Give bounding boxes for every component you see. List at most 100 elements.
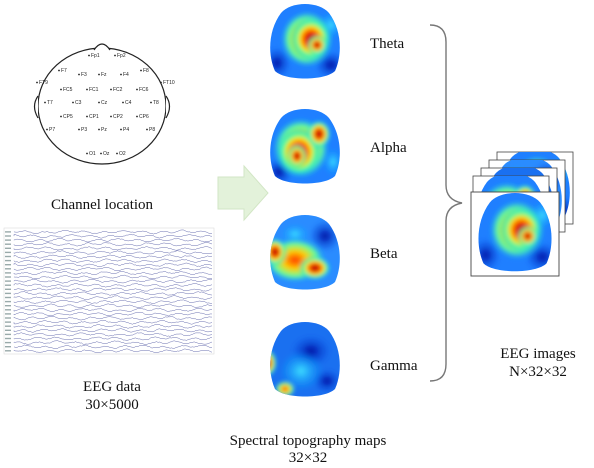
eeg-channel-trace	[13, 266, 213, 272]
electrode-dot	[86, 115, 88, 118]
eeg-images-dims: N×32×32	[509, 364, 567, 380]
electrode-dot	[160, 81, 162, 84]
electrode-dot	[88, 54, 90, 57]
channel-tick	[5, 264, 11, 266]
grouping-brace	[429, 24, 463, 382]
channel-tick	[5, 296, 11, 299]
channel-tick	[5, 341, 11, 344]
electrode-dot	[146, 128, 148, 131]
electrode-set: Fp1 Fp2 F7 F3 Fz F4 F8 FT9 FT10 FC5 FC1 FC2 FC6 T7 C3 C…	[36, 53, 175, 157]
eeg-data-dims: 30×5000	[85, 397, 139, 413]
eeg-channel-trace	[13, 344, 213, 349]
electrode-label: T7	[47, 100, 53, 106]
electrode-label: Fp1	[91, 53, 100, 59]
channel-tick	[5, 239, 11, 241]
eeg-channel-trace	[13, 311, 213, 317]
electrode-label: T8	[153, 100, 159, 106]
channel-tick	[5, 325, 11, 327]
band-label-gamma: Gamma	[370, 358, 418, 374]
spectral-maps-dims: 32×32	[288, 450, 328, 466]
electrode-dot	[60, 115, 62, 118]
eeg-data-traces	[3, 227, 215, 355]
electrode-label: CP2	[113, 114, 123, 120]
electrode-label: P4	[123, 127, 129, 133]
eeg-channel-trace	[13, 328, 213, 333]
channel-tick	[5, 259, 11, 262]
channel-location-head: Fp1 Fp2 F7 F3 Fz F4 F8 FT9 FT10 FC5 FC1 FC2 FC6 T7 C3 C…	[33, 43, 175, 165]
eeg-frame	[3, 227, 215, 355]
electrode-label: FT9	[39, 80, 48, 86]
electrode-dot	[122, 101, 124, 104]
eeg-channel-trace	[13, 287, 213, 292]
channel-tick	[5, 235, 11, 237]
channel-tick	[5, 337, 11, 340]
eeg-channel-trace	[13, 270, 213, 276]
transform-arrow	[217, 164, 269, 222]
electrode-dot	[100, 152, 102, 155]
electrode-label: F4	[123, 72, 129, 78]
channel-tick	[5, 329, 11, 331]
electrode-label: P8	[149, 127, 155, 133]
electrode-dot	[86, 88, 88, 91]
electrode-label: C4	[125, 100, 132, 106]
band-label-beta: Beta	[370, 246, 398, 262]
electrode-dot	[120, 128, 122, 131]
eeg-channel-trace	[13, 278, 213, 284]
channel-tick	[5, 272, 11, 274]
channel-tick	[5, 268, 11, 270]
electrode-dot	[60, 88, 62, 91]
channel-tick	[5, 333, 11, 336]
electrode-dot	[98, 73, 100, 76]
electrode-dot	[98, 101, 100, 104]
electrode-dot	[114, 54, 116, 57]
electrode-label: CP1	[89, 114, 99, 120]
channel-tick	[5, 313, 11, 315]
eeg-channel-trace	[13, 332, 213, 337]
channel-tick	[5, 309, 11, 311]
eeg-channel-trace	[13, 282, 213, 288]
channel-tick	[5, 231, 11, 233]
electrode-dot	[46, 128, 48, 131]
electrode-label: O1	[89, 151, 96, 157]
eeg-channel-trace	[13, 295, 213, 300]
electrode-dot	[136, 115, 138, 118]
electrode-label: FC5	[63, 87, 73, 93]
electrode-dot	[116, 152, 118, 155]
electrode-label: P7	[49, 127, 55, 133]
eeg-images-label: EEG images	[500, 346, 576, 362]
electrode-label: P3	[81, 127, 87, 133]
channel-tick	[5, 346, 11, 348]
electrode-dot	[120, 73, 122, 76]
eeg-channel-trace	[13, 348, 213, 353]
electrode-label: CP5	[63, 114, 73, 120]
channel-tick	[5, 251, 11, 254]
channel-tick	[5, 321, 11, 323]
electrode-label: CP6	[139, 114, 149, 120]
eeg-channel-trace	[13, 242, 213, 247]
electrode-dot	[78, 128, 80, 131]
electrode-label: Cz	[101, 100, 108, 106]
channel-tick	[5, 305, 11, 307]
channel-tick	[5, 292, 11, 295]
channel-tick	[5, 317, 11, 319]
electrode-label: C3	[75, 100, 82, 106]
electrode-dot	[98, 128, 100, 131]
channel-tick	[5, 276, 11, 278]
channel-tick	[5, 350, 11, 352]
topo-map-beta	[263, 210, 345, 294]
electrode-dot	[72, 101, 74, 104]
electrode-label: FC6	[139, 87, 149, 93]
topo-map-gamma	[257, 317, 345, 401]
channel-tick	[5, 300, 11, 303]
eeg-channel-trace	[13, 229, 213, 235]
eeg-images-stack	[470, 151, 574, 277]
topo-map-theta	[263, 0, 347, 83]
electrode-dot	[78, 73, 80, 76]
electrode-label: FC1	[89, 87, 99, 93]
eeg-channel-trace	[13, 274, 213, 280]
eeg-channel-trace	[13, 254, 213, 259]
eeg-channel-trace	[13, 340, 213, 345]
channel-tick	[5, 255, 11, 258]
